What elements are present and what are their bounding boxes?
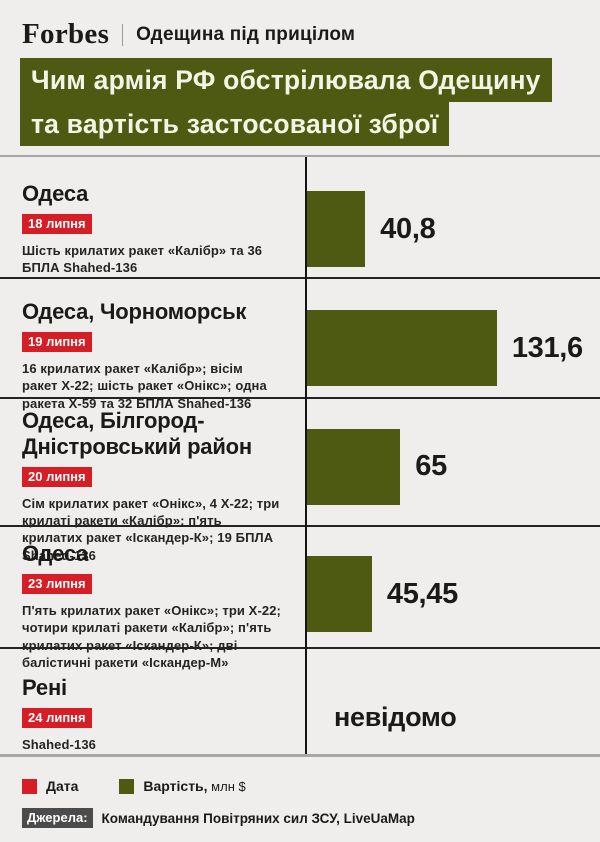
chart-title-line-1: Чим армія РФ обстрілювала Одещину: [20, 58, 552, 102]
legend: Дата Вартість, млн $: [22, 778, 246, 794]
source-line: Джерела: Командування Повітряних сил ЗСУ…: [22, 808, 415, 828]
value-bar: [306, 428, 401, 505]
value-label-unknown: невідомо: [334, 701, 457, 732]
header-divider: [122, 23, 124, 46]
date-badge: 18 липня: [22, 213, 92, 234]
date-badge: 23 липня: [22, 573, 92, 594]
header: Forbes Одещина під прицілом: [22, 18, 355, 51]
row-info: Рені 24 липня Shahed-136: [22, 675, 282, 759]
value-bar: [306, 556, 372, 632]
row-weapons: Шість крилатих ракет «Калібр» та 36 БПЛА…: [22, 242, 263, 276]
row-bar-zone: невідомо: [282, 675, 600, 759]
legend-cost-unit: млн $: [207, 779, 246, 794]
chart-title-line-2: та вартість застосованої зброї: [20, 102, 450, 146]
row-weapons: П'ять крилатих ракет «Онікс»; три Х-22; …: [22, 602, 281, 670]
legend-date-label: Дата: [46, 778, 79, 794]
source-badge: Джерела:: [22, 808, 93, 828]
value-bar: [306, 310, 497, 386]
row-location: Одеса, Чорноморськ: [22, 299, 247, 324]
date-swatch-icon: [22, 778, 37, 794]
row-info: Одеса 23 липня П'ять крилатих ракет «Оні…: [22, 541, 282, 670]
row-location: Рені: [22, 675, 67, 700]
chart-axis-line: [305, 157, 307, 754]
source-text: Командування Повітряних сил ЗСУ, LiveUaM…: [101, 810, 415, 826]
row-info: Одеса, Чорноморськ 19 липня 16 крилатих …: [22, 299, 282, 411]
row-bar-zone: 45,45: [282, 541, 600, 647]
row-bar-zone: 131,6: [282, 299, 600, 397]
row-weapons: Сім крилатих ракет «Онікс», 4 Х-22; три …: [22, 495, 280, 563]
date-badge: 19 липня: [22, 331, 92, 352]
chart-row-chornomorsk-19: Одеса, Чорноморськ 19 липня 16 крилатих …: [0, 277, 600, 411]
chart-title: Чим армія РФ обстрілювала Одещину та вар…: [20, 58, 552, 146]
row-location: Одеса: [22, 181, 89, 206]
chart-row-reni-24: Рені 24 липня Shahed-136 невідомо: [0, 647, 600, 759]
chart-row-bilhorod-20: Одеса, Білгород-Дністровський район 20 л…: [0, 397, 600, 563]
value-label: 65: [415, 450, 447, 482]
row-location: Одеса: [22, 541, 89, 566]
chart-row-odesa-23: Одеса 23 липня П'ять крилатих ракет «Оні…: [0, 525, 600, 670]
legend-item-date: Дата: [22, 778, 78, 794]
row-location: Одеса, Білгород-Дністровський район: [22, 408, 252, 459]
row-weapons: 16 крилатих ракет «Калібр»; вісім ракет …: [22, 360, 267, 411]
legend-item-cost: Вартість, млн $: [119, 778, 246, 794]
header-tagline: Одещина під прицілом: [136, 23, 356, 45]
date-badge: 24 липня: [22, 707, 92, 728]
row-info: Одеса, Білгород-Дністровський район 20 л…: [22, 408, 282, 563]
row-info: Одеса 18 липня Шість крилатих ракет «Кал…: [22, 181, 282, 277]
value-bar: [306, 191, 366, 267]
date-badge: 20 липня: [22, 466, 92, 487]
row-bar-zone: 65: [282, 408, 600, 525]
cost-swatch-icon: [119, 778, 135, 794]
value-label: 45,45: [386, 577, 458, 610]
legend-cost-label: Вартість, млн $: [143, 778, 246, 794]
value-label: 40,8: [380, 212, 436, 245]
value-label: 131,6: [511, 331, 583, 364]
row-weapons: Shahed-136: [22, 736, 96, 752]
chart-row-odesa-18: Одеса 18 липня Шість крилатих ракет «Кал…: [0, 157, 600, 277]
row-bar-zone: 40,8: [282, 181, 600, 277]
bar-chart: Одеса 18 липня Шість крилатих ракет «Кал…: [0, 155, 600, 757]
forbes-logo: Forbes: [22, 18, 110, 50]
